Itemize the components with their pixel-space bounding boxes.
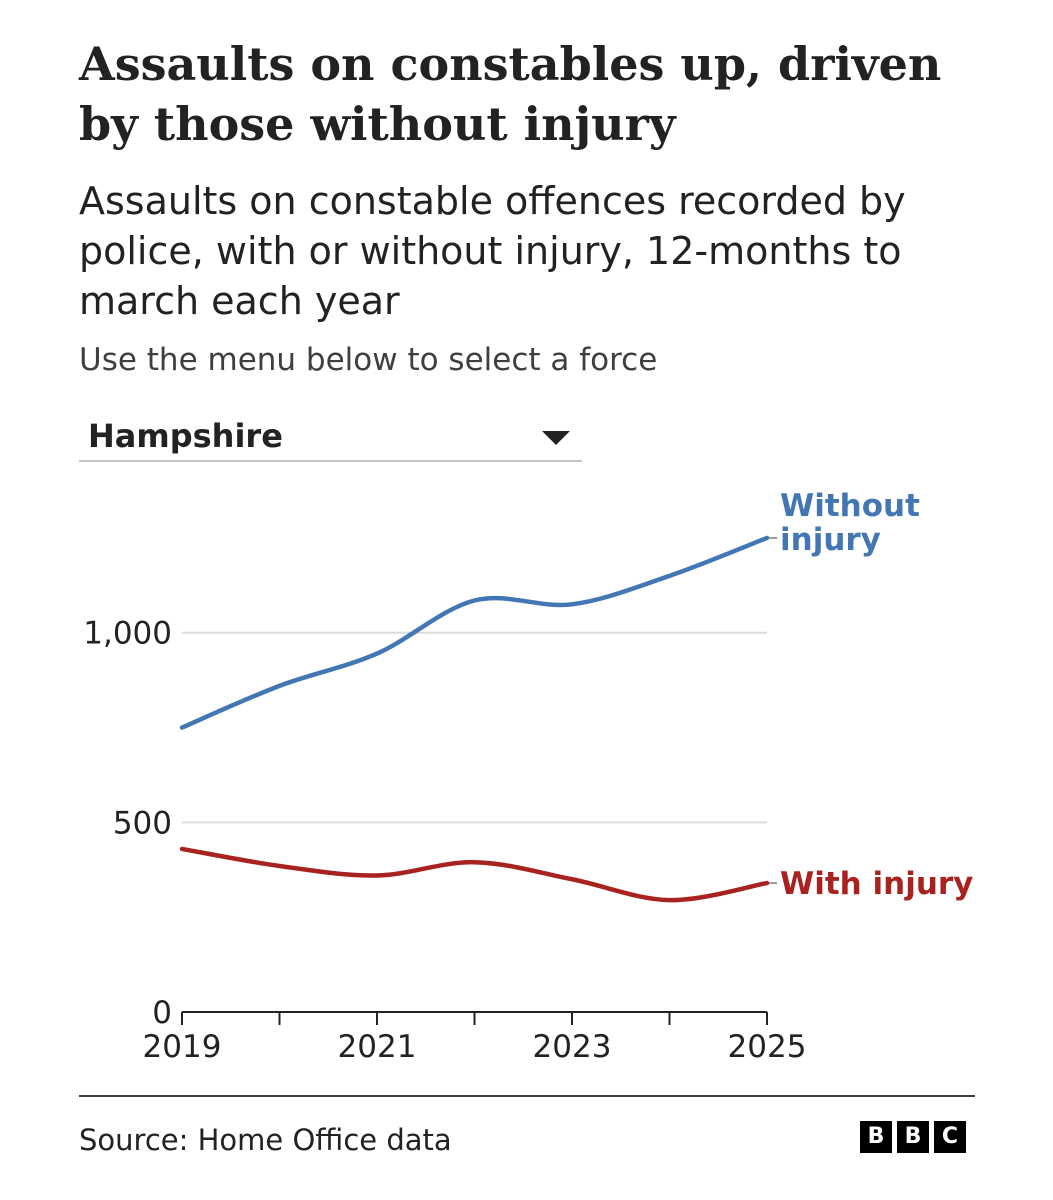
x-tick-label: 2023: [533, 1029, 612, 1065]
x-tick-label: 2025: [728, 1029, 807, 1065]
series-label-with-injury: With injury: [780, 866, 973, 902]
chart-title: Assaults on constables up, driven by tho…: [79, 37, 942, 151]
series-label-without-injury: injury: [780, 522, 881, 558]
bbc-logo-block-b2: B: [897, 1121, 929, 1153]
y-axis-labels: 0 500 1,000: [83, 616, 172, 1031]
series-label-without-injury: Without: [780, 488, 920, 524]
footer-divider: [79, 1095, 975, 1097]
force-select-dropdown[interactable]: Hampshire: [79, 410, 582, 462]
bbc-logo-block-b1: B: [860, 1121, 892, 1153]
x-axis: 2019 2021 2023 2025: [143, 1011, 807, 1065]
line-chart: 2019 2021 2023 2025 0 500 1,000 Withoutinjury…: [83, 488, 973, 1065]
source-note: Source: Home Office data: [79, 1123, 452, 1157]
gridlines: [182, 631, 767, 824]
x-tick-label: 2021: [338, 1029, 417, 1065]
series-lines: [179, 535, 770, 903]
series-line-with-injury: [179, 846, 770, 903]
y-tick-label: 1,000: [83, 616, 172, 652]
bbc-logo: B B C: [860, 1121, 966, 1153]
x-tick-label: 2019: [143, 1029, 222, 1065]
y-tick-label: 0: [152, 995, 172, 1031]
y-tick-label: 500: [113, 805, 172, 841]
bbc-logo-block-c: C: [934, 1121, 966, 1153]
chart-subtitle: Assaults on constable offences recorded …: [79, 179, 906, 323]
series-line-without-injury: [179, 535, 770, 730]
selected-force: Hampshire: [88, 417, 283, 455]
menu-instruction: Use the menu below to select a force: [79, 342, 658, 378]
caret-down-icon[interactable]: [542, 431, 570, 445]
